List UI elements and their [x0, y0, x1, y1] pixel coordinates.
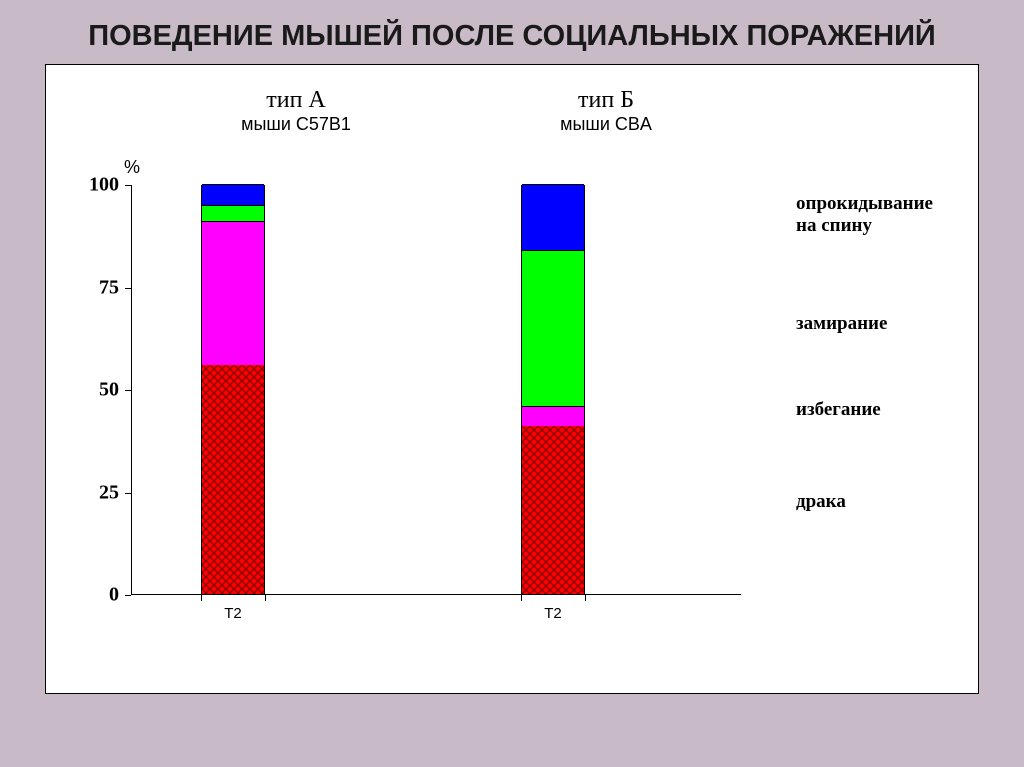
bar-segment-izbeganie — [522, 406, 584, 427]
subtitle-a-sub: мыши C57B1 — [206, 114, 386, 135]
plot-area: 0255075100 T2 T2 — [131, 185, 741, 595]
legend-label-izbeganie: избегание — [796, 399, 881, 421]
slide-title: ПОВЕДЕНИЕ МЫШЕЙ ПОСЛЕ СОЦИАЛЬНЫХ ПОРАЖЕН… — [0, 0, 1024, 64]
x-tick — [265, 595, 266, 601]
bar-segment-oprokid — [202, 184, 264, 205]
y-tick — [125, 493, 131, 494]
x-tick — [585, 595, 586, 601]
bar-segment-draka — [202, 365, 264, 595]
legend-label-oprokid: опрокидываниена спину — [796, 193, 933, 237]
bar-segment-zamiranie — [522, 250, 584, 406]
subtitle-b: тип Б мыши CBA — [516, 87, 696, 135]
subtitle-a: тип А мыши C57B1 — [206, 87, 386, 135]
y-axis-unit: % — [124, 157, 140, 178]
subtitle-b-main: тип Б — [516, 87, 696, 114]
legend-label-draka: драка — [796, 491, 846, 513]
x-tick-label: T2 — [544, 605, 562, 622]
bar-segment-oprokid — [522, 184, 584, 250]
subtitle-a-main: тип А — [206, 87, 386, 114]
bar-segment-draka — [522, 426, 584, 594]
bar — [201, 185, 265, 595]
y-tick — [125, 595, 131, 596]
y-tick-label: 25 — [99, 481, 119, 504]
chart-container: тип А мыши C57B1 тип Б мыши CBA % 025507… — [45, 64, 979, 694]
bar — [521, 185, 585, 595]
y-tick-label: 100 — [89, 174, 119, 197]
y-tick — [125, 288, 131, 289]
bar-segment-zamiranie — [202, 205, 264, 221]
y-tick — [125, 390, 131, 391]
x-tick-label: T2 — [224, 605, 242, 622]
y-tick-label: 75 — [99, 276, 119, 299]
y-tick — [125, 185, 131, 186]
y-axis-line — [131, 185, 132, 595]
subtitle-b-sub: мыши CBA — [516, 114, 696, 135]
y-tick-label: 0 — [109, 584, 119, 607]
legend-label-zamiranie: замирание — [796, 313, 887, 335]
x-tick — [521, 595, 522, 601]
x-tick — [201, 595, 202, 601]
bar-segment-izbeganie — [202, 221, 264, 365]
y-tick-label: 50 — [99, 379, 119, 402]
